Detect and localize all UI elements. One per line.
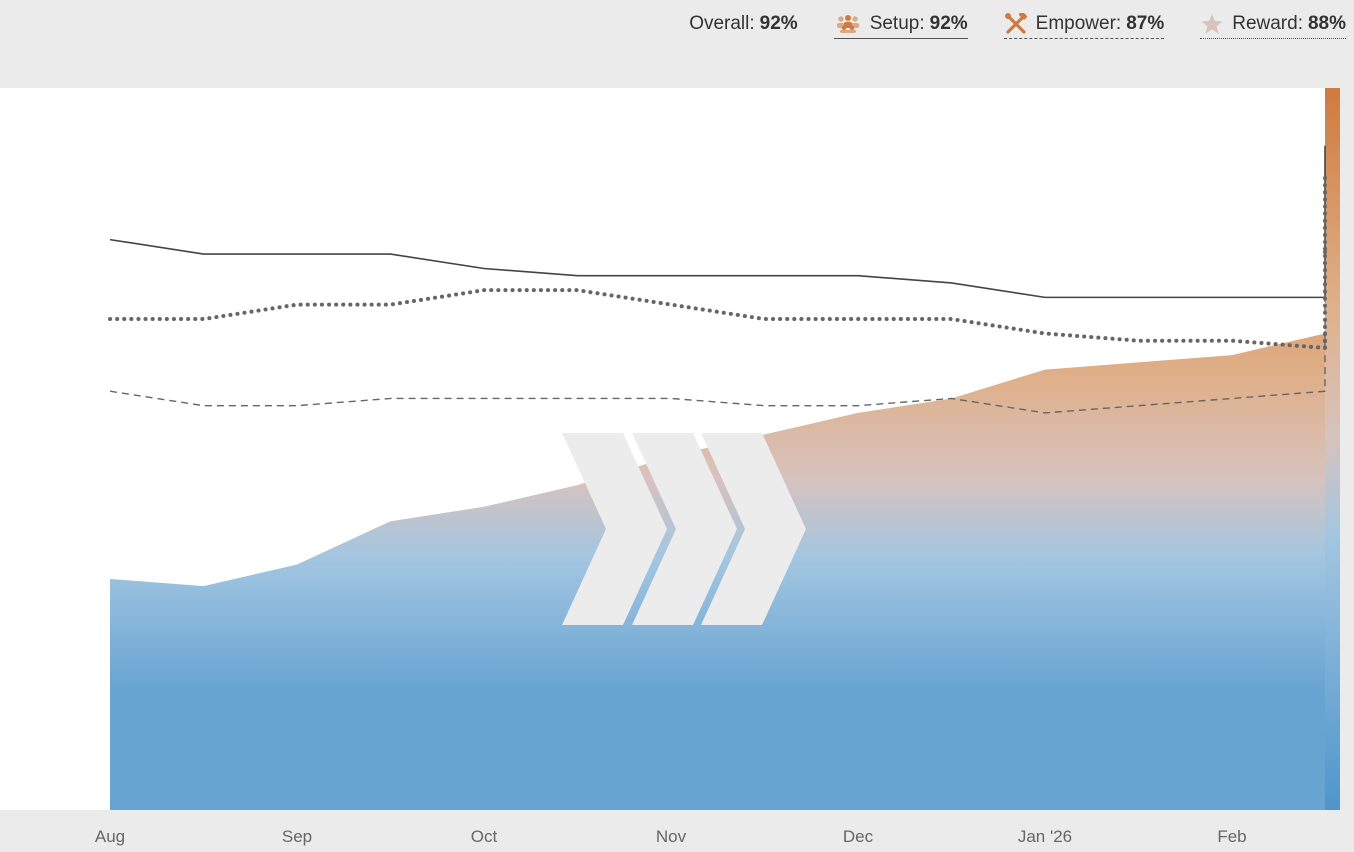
legend-empower[interactable]: Empower: 87% [1003, 12, 1165, 39]
x-tick-label: Nov [656, 827, 687, 846]
area-layer [110, 145, 1325, 810]
legend-empower-label: Empower: [1035, 12, 1122, 34]
legend-reward-label: Reward: [1232, 12, 1303, 34]
x-tick-label: Dec [843, 827, 874, 846]
legend-overall-label: Overall: [689, 13, 755, 34]
x-axis: Aug Sep Oct Nov Dec Jan '26 Feb [95, 827, 1247, 846]
people-group-icon [834, 14, 862, 34]
legend-bar: Overall: 92% Setup: 92% [0, 0, 1354, 50]
star-icon [1200, 13, 1224, 35]
legend-setup-value: 92% [929, 12, 968, 34]
legend-reward-value: 88% [1307, 12, 1346, 34]
chevron-forward-icon[interactable] [562, 433, 806, 625]
tools-icon [1004, 12, 1028, 35]
legend-empower-value: 87% [1126, 12, 1165, 34]
line-layer [108, 145, 1327, 414]
legend-setup[interactable]: Setup: 92% [833, 12, 968, 39]
legend-overall: Overall: 92% [689, 12, 798, 38]
x-tick-label: Jan '26 [1018, 827, 1072, 846]
legend-reward[interactable]: Reward: 88% [1200, 12, 1346, 39]
x-tick-label: Feb [1217, 827, 1246, 846]
legend-setup-label: Setup: [869, 12, 925, 34]
x-tick-label: Sep [282, 827, 312, 846]
x-tick-label: Oct [471, 827, 498, 846]
series-area-overall [110, 145, 1325, 810]
legend-overall-value: 92% [759, 13, 798, 34]
series-line-reward [108, 172, 1327, 350]
x-tick-label: Aug [95, 827, 125, 846]
overall-score-bar [1325, 88, 1340, 810]
